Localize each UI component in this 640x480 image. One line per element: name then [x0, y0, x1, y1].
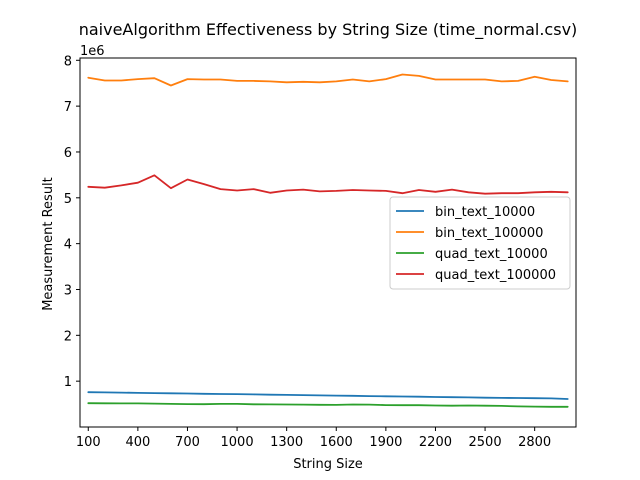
- x-tick-label: 1900: [369, 435, 402, 450]
- legend-entry-label: bin_text_10000: [435, 205, 535, 220]
- x-tick-label: 1300: [270, 435, 303, 450]
- y-axis-label: Measurement Result: [41, 177, 56, 311]
- legend-entry-label: quad_text_10000: [435, 247, 548, 262]
- y-axis-ticks: 1 2 3 4 5 6 7 8: [64, 54, 80, 390]
- x-tick-label: 2800: [518, 435, 551, 450]
- y-tick-label: 1: [64, 375, 72, 390]
- series-line-bin-text-100000: [87, 73, 569, 87]
- x-tick-label: 2200: [419, 435, 452, 450]
- legend-box: [389, 196, 571, 290]
- x-tick-label: 700: [175, 435, 200, 450]
- legend-entry-label: quad_text_100000: [435, 268, 556, 283]
- series-layer: [87, 73, 569, 408]
- x-tick-label: 100: [76, 435, 101, 450]
- axes-frame: [79, 57, 577, 428]
- legend-entry-label: bin_text_100000: [435, 226, 543, 241]
- series-line-quad-text-100000: [87, 174, 569, 195]
- x-tick-label: 400: [125, 435, 150, 450]
- series-line-bin-text-10000: [87, 391, 569, 400]
- series-line-quad-text-10000: [87, 402, 569, 408]
- x-tick-label: 1000: [221, 435, 254, 450]
- y-tick-label: 7: [64, 100, 72, 115]
- x-axis-label: String Size: [293, 457, 363, 472]
- x-axis-ticks: 100 400 700 1000 1300 1600 1900 2200 2500 2800: [76, 427, 551, 450]
- chart-title: naiveAlgorithm Effectiveness by String S…: [79, 20, 578, 40]
- y-offset-label: 1e6: [80, 44, 105, 59]
- y-tick-label: 3: [64, 283, 72, 298]
- x-tick-label: 1600: [320, 435, 353, 450]
- y-tick-label: 8: [64, 54, 72, 69]
- y-tick-label: 2: [64, 329, 72, 344]
- y-tick-label: 4: [64, 238, 72, 253]
- y-tick-label: 5: [64, 192, 72, 207]
- legend: bin_text_10000 bin_text_100000 quad_text_1…: [389, 196, 571, 290]
- y-tick-label: 6: [64, 146, 72, 161]
- x-tick-label: 2500: [469, 435, 502, 450]
